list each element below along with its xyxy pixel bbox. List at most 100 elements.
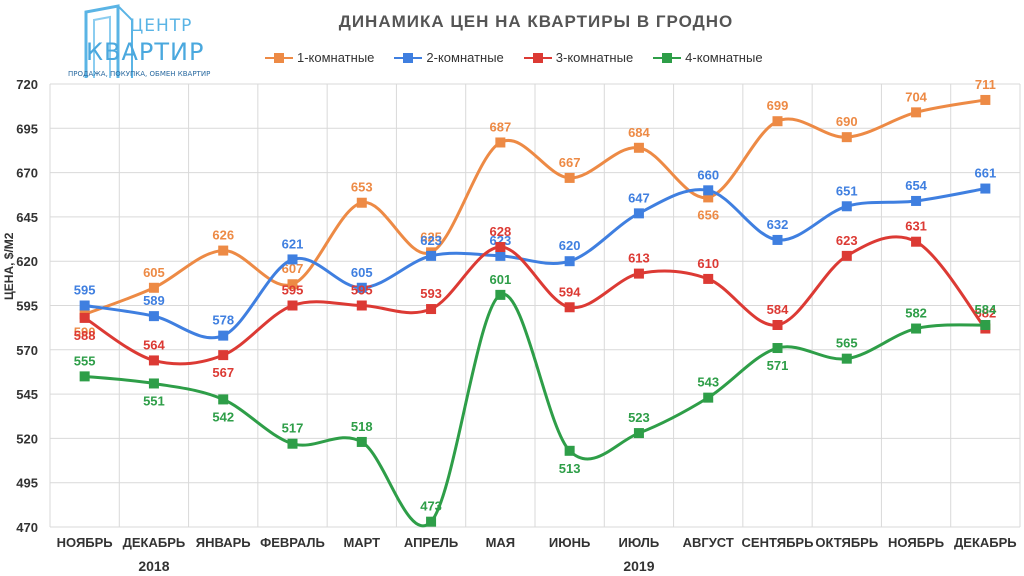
legend-item: 3-комнатные	[523, 50, 633, 65]
data-label: 518	[351, 419, 373, 434]
y-tick-label: 545	[16, 387, 38, 402]
legend-item: 1-комнатные	[265, 50, 374, 65]
data-point-3	[79, 312, 90, 323]
legend-swatch	[394, 52, 423, 63]
series-line-3	[83, 235, 987, 366]
x-tick-label: ДЕКАБРЬ	[954, 535, 1017, 550]
data-point-2	[287, 254, 298, 265]
data-point-2	[980, 183, 991, 194]
data-label: 699	[767, 98, 789, 113]
data-label: 610	[697, 256, 719, 271]
data-point-1	[703, 192, 714, 203]
data-point-1	[911, 107, 922, 118]
data-label: 567	[212, 365, 234, 380]
logo-text-2: КВАРТИР	[86, 38, 205, 66]
data-point-4	[287, 438, 298, 449]
data-label: 523	[628, 410, 650, 425]
logo-tagline: ПРОДАЖА, ПОКУПКА, ОБМЕН КВАРТИР	[68, 70, 211, 78]
data-label: 632	[767, 217, 789, 232]
year-label: 2018	[138, 558, 169, 574]
data-label: 590	[74, 324, 96, 339]
data-label: 628	[490, 224, 512, 239]
data-point-4	[495, 289, 506, 300]
series-line-2	[84, 187, 986, 340]
x-tick-label: ИЮЛЬ	[619, 535, 660, 550]
data-point-4	[148, 378, 159, 389]
data-point-4	[911, 323, 922, 334]
x-tick-label: МАРТ	[343, 535, 380, 550]
x-tick-label: СЕНТЯБРЬ	[742, 535, 814, 550]
y-tick-label: 520	[16, 431, 38, 446]
data-label: 584	[975, 302, 997, 317]
data-point-2	[148, 311, 159, 322]
brand-logo: ЦЕНТР КВАРТИР ПРОДАЖА, ПОКУПКА, ОБМЕН КВ…	[68, 2, 210, 86]
data-point-2	[218, 330, 229, 341]
series-line-4	[84, 293, 986, 527]
data-point-2	[356, 282, 367, 293]
data-point-3	[356, 300, 367, 311]
data-point-3	[633, 268, 644, 279]
data-point-1	[287, 279, 298, 290]
data-label: 690	[836, 114, 858, 129]
data-label: 656	[697, 207, 719, 222]
chart-title: ДИНАМИКА ЦЕН НА КВАРТИРЫ В ГРОДНО	[338, 12, 734, 31]
data-label: 651	[836, 183, 858, 198]
data-label: 473	[420, 499, 442, 514]
data-label: 653	[351, 180, 373, 195]
data-point-3	[911, 236, 922, 247]
data-label: 588	[74, 328, 96, 343]
data-label: 584	[767, 302, 789, 317]
data-label: 613	[628, 251, 650, 266]
data-label: 623	[490, 233, 512, 248]
data-label: 555	[74, 353, 96, 368]
data-point-2	[495, 250, 506, 261]
data-point-3	[772, 319, 783, 330]
data-label: 631	[905, 219, 927, 234]
data-label: 594	[559, 284, 581, 299]
data-point-4	[980, 319, 991, 330]
data-label: 543	[697, 375, 719, 390]
data-point-4	[841, 353, 852, 364]
y-tick-label: 695	[16, 121, 38, 136]
data-label: 623	[420, 233, 442, 248]
x-tick-label: МАЯ	[486, 535, 516, 550]
x-tick-label: АПРЕЛЬ	[404, 535, 458, 550]
data-point-3	[426, 304, 437, 315]
data-label: 654	[905, 178, 927, 193]
data-point-4	[772, 343, 783, 354]
data-point-1	[772, 116, 783, 127]
building-icon	[84, 4, 133, 78]
y-tick-label: 645	[16, 210, 38, 225]
data-label: 687	[490, 119, 512, 134]
data-point-3	[218, 350, 229, 361]
legend-label: 4-комнатные	[685, 50, 763, 65]
chart-legend: 1-комнатные 2-комнатные 3-комнатные 4-комна…	[265, 50, 763, 65]
data-label: 571	[767, 358, 789, 373]
data-point-3	[287, 300, 298, 311]
x-tick-label: НОЯБРЬ	[888, 535, 944, 550]
data-label: 711	[975, 77, 996, 92]
data-label: 605	[143, 265, 165, 280]
data-point-1	[633, 142, 644, 153]
legend-item: 2-комнатные	[394, 50, 504, 65]
y-tick-label: 670	[16, 166, 38, 181]
data-point-3	[495, 242, 506, 253]
x-tick-label: ИЮНЬ	[549, 535, 590, 550]
legend-item: 4-комнатные	[653, 50, 763, 65]
data-point-4	[426, 516, 437, 527]
data-label: 660	[697, 167, 719, 182]
data-label: 684	[628, 125, 650, 140]
data-point-4	[564, 445, 575, 456]
data-label: 593	[420, 286, 442, 301]
legend-label: 1-комнатные	[297, 50, 375, 65]
data-label: 647	[628, 190, 650, 205]
data-label: 621	[282, 236, 304, 251]
data-label: 551	[143, 393, 165, 408]
y-tick-label: 495	[16, 476, 38, 491]
legend-label: 2-комнатные	[426, 50, 504, 65]
data-label: 625	[420, 229, 442, 244]
data-label: 595	[351, 283, 373, 298]
data-point-2	[79, 300, 90, 311]
y-tick-label: 720	[16, 77, 38, 92]
data-point-1	[841, 132, 852, 143]
